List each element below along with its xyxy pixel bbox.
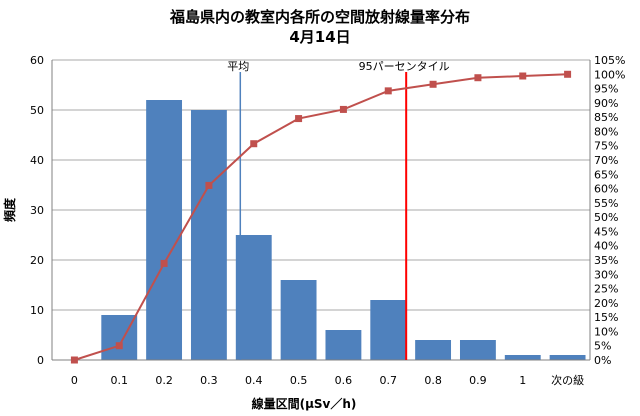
reference-lines: 平均 95パーセンタイル: [227, 60, 450, 360]
y2-tick-label: 100%: [594, 68, 625, 81]
y2-tick-label: 85%: [594, 111, 618, 124]
x-tick-label: 0.9: [469, 374, 487, 387]
x-tick-label: 0.6: [335, 374, 353, 387]
bar: [190, 110, 227, 360]
y2-tick-label: 15%: [594, 311, 618, 324]
y-axis-title: 頻度: [2, 197, 17, 222]
line-point: [339, 105, 347, 113]
chart-title: 福島県内の教室内各所の空間放射線量率分布: [169, 8, 470, 26]
x-tick-label: 0.3: [200, 374, 218, 387]
line-path: [74, 73, 568, 361]
x-tick-label: 0.8: [424, 374, 442, 387]
y-tick-label: 20: [30, 254, 44, 267]
y-tick-label: 40: [30, 154, 44, 167]
bar: [459, 340, 496, 360]
y2-tick-label: 70%: [594, 154, 618, 167]
y2-tick-label: 35%: [594, 254, 618, 267]
y2-tick-label: 80%: [594, 125, 618, 138]
chart-subtitle: 4月14日: [289, 28, 350, 46]
x-tick-label: 0: [71, 374, 78, 387]
line-point: [295, 115, 303, 123]
tick-labels: 01020304050600%5%10%15%20%25%30%35%40%45…: [30, 54, 625, 387]
line-point: [519, 72, 527, 80]
y-tick-label: 0: [37, 354, 44, 367]
y2-tick-label: 20%: [594, 297, 618, 310]
y2-tick-label: 45%: [594, 225, 618, 238]
y2-tick-label: 30%: [594, 268, 618, 281]
y-tick-label: 50: [30, 104, 44, 117]
y2-tick-label: 90%: [594, 97, 618, 110]
bar: [549, 355, 586, 360]
y2-tick-label: 0%: [594, 354, 611, 367]
y2-tick-label: 40%: [594, 240, 618, 253]
line-point: [564, 70, 572, 78]
bar: [504, 355, 541, 360]
line-point: [384, 87, 392, 95]
line-point: [115, 342, 123, 350]
y2-tick-label: 25%: [594, 283, 618, 296]
reference-line-label: 平均: [227, 60, 249, 73]
line-point: [429, 80, 437, 88]
x-tick-label: 次の級: [551, 373, 584, 387]
bar: [280, 280, 317, 360]
y2-tick-label: 55%: [594, 197, 618, 210]
x-tick-label: 0.1: [111, 374, 129, 387]
y2-tick-label: 10%: [594, 325, 618, 338]
x-tick-label: 0.5: [290, 374, 308, 387]
y-tick-label: 30: [30, 204, 44, 217]
y2-tick-label: 95%: [594, 83, 618, 96]
y2-tick-label: 50%: [594, 211, 618, 224]
bar: [415, 340, 452, 360]
line-point: [205, 181, 213, 189]
y2-tick-label: 105%: [594, 54, 625, 67]
bar: [146, 100, 183, 360]
y2-tick-label: 65%: [594, 168, 618, 181]
y2-tick-label: 5%: [594, 340, 611, 353]
bar-series: [101, 100, 586, 360]
bar: [235, 235, 272, 360]
y-tick-label: 10: [30, 304, 44, 317]
reference-line-label: 95パーセンタイル: [359, 60, 450, 73]
x-tick-label: 0.4: [245, 374, 263, 387]
axes: [51, 60, 591, 361]
line-point: [474, 74, 482, 82]
line-point: [70, 356, 78, 364]
bar: [325, 330, 362, 360]
x-tick-label: 1: [519, 374, 526, 387]
gridlines: [52, 59, 590, 361]
x-tick-label: 0.2: [155, 374, 173, 387]
line-point: [250, 140, 258, 148]
line-point: [160, 259, 168, 267]
x-axis-title: 線量区間(μSv／h): [252, 396, 357, 411]
cumulative-line-series: [70, 70, 572, 364]
y2-tick-label: 75%: [594, 140, 618, 153]
y-tick-label: 60: [30, 54, 44, 67]
x-tick-label: 0.7: [380, 374, 398, 387]
y2-tick-label: 60%: [594, 183, 618, 196]
bar: [370, 300, 407, 360]
